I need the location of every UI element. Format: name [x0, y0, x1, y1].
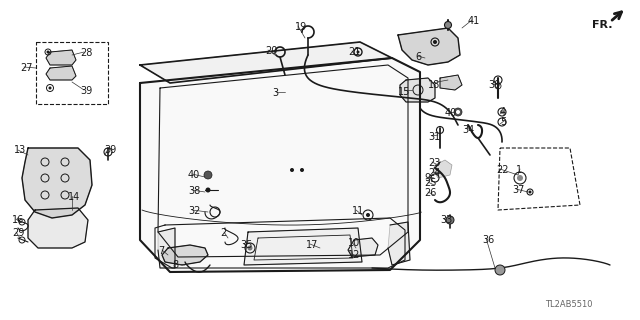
Circle shape: [49, 86, 51, 90]
Circle shape: [456, 110, 460, 114]
Text: 23: 23: [428, 158, 440, 168]
Text: 24: 24: [428, 168, 440, 178]
Circle shape: [205, 188, 211, 193]
Bar: [36, 42, 108, 104]
Text: 20: 20: [265, 46, 277, 56]
Circle shape: [446, 216, 454, 224]
Text: 16: 16: [12, 215, 24, 225]
Polygon shape: [46, 50, 76, 65]
Text: 7: 7: [158, 246, 164, 256]
Circle shape: [517, 175, 523, 181]
Polygon shape: [140, 58, 420, 272]
Circle shape: [300, 168, 304, 172]
Text: 37: 37: [512, 185, 524, 195]
Text: 33: 33: [440, 215, 452, 225]
Text: 36: 36: [482, 235, 494, 245]
Text: 31: 31: [428, 132, 440, 142]
Circle shape: [500, 110, 504, 114]
Text: 4: 4: [500, 107, 506, 117]
Circle shape: [290, 168, 294, 172]
Polygon shape: [162, 245, 208, 265]
Polygon shape: [158, 228, 175, 268]
Text: 5: 5: [500, 117, 506, 127]
Text: 12: 12: [348, 250, 360, 260]
Text: 29: 29: [12, 228, 24, 238]
Text: 38: 38: [188, 186, 200, 196]
Text: 1: 1: [516, 165, 522, 175]
Polygon shape: [400, 78, 435, 102]
Text: 35: 35: [240, 240, 252, 250]
Polygon shape: [140, 42, 392, 83]
Text: 28: 28: [80, 48, 92, 58]
Polygon shape: [433, 160, 452, 178]
Circle shape: [495, 265, 505, 275]
Text: 10: 10: [348, 238, 360, 248]
Text: 26: 26: [424, 188, 436, 198]
Text: 39: 39: [80, 86, 92, 96]
Text: 32: 32: [188, 206, 200, 216]
Circle shape: [204, 171, 212, 179]
Text: 25: 25: [424, 178, 436, 188]
Text: 9: 9: [424, 173, 430, 183]
Polygon shape: [22, 148, 92, 218]
Circle shape: [445, 21, 451, 28]
Text: 6: 6: [415, 52, 421, 62]
Text: 21: 21: [348, 47, 360, 57]
Polygon shape: [398, 28, 460, 65]
Text: 11: 11: [352, 206, 364, 216]
Circle shape: [366, 213, 370, 217]
Text: 40: 40: [445, 108, 457, 118]
Text: 18: 18: [428, 80, 440, 90]
Text: 8: 8: [172, 260, 178, 270]
Text: 22: 22: [496, 165, 509, 175]
Circle shape: [356, 51, 360, 53]
Text: 15: 15: [398, 87, 410, 97]
Circle shape: [433, 40, 437, 44]
Text: 39: 39: [104, 145, 116, 155]
Text: 17: 17: [306, 240, 318, 250]
Polygon shape: [440, 75, 462, 90]
Polygon shape: [388, 222, 410, 265]
Polygon shape: [244, 228, 362, 265]
Text: 30: 30: [488, 80, 500, 90]
Polygon shape: [46, 66, 76, 80]
Text: 19: 19: [295, 22, 307, 32]
Text: 14: 14: [68, 192, 80, 202]
Text: 13: 13: [14, 145, 26, 155]
Circle shape: [47, 51, 49, 53]
Polygon shape: [28, 208, 88, 248]
Circle shape: [529, 190, 531, 194]
Polygon shape: [348, 238, 378, 257]
Text: TL2AB5510: TL2AB5510: [545, 300, 593, 309]
Text: 41: 41: [468, 16, 480, 26]
Text: 2: 2: [220, 228, 227, 238]
Text: 3: 3: [272, 88, 278, 98]
Text: 27: 27: [20, 63, 33, 73]
Text: FR.: FR.: [592, 20, 612, 30]
Circle shape: [454, 108, 462, 116]
Text: 40: 40: [188, 170, 200, 180]
Text: 34: 34: [462, 125, 474, 135]
Circle shape: [248, 245, 253, 251]
